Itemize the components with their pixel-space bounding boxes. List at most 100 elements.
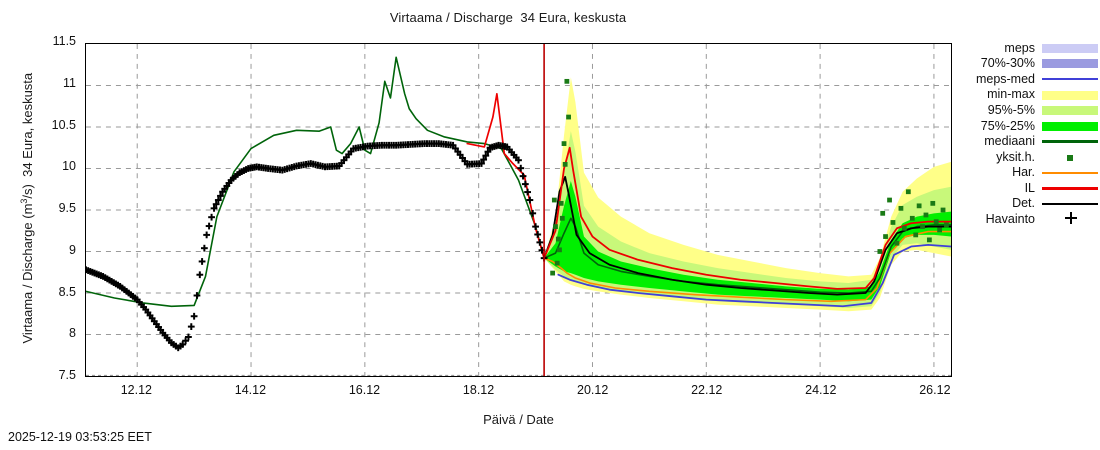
y-tick-label: 11.5: [52, 34, 76, 48]
ensemble-member-marker: [913, 232, 919, 238]
legend-marker: [1042, 43, 1098, 53]
ensemble-member-marker: [880, 210, 886, 216]
legend-item[interactable]: 95%-5%: [962, 102, 1098, 118]
x-tick-label: 16.12: [348, 383, 381, 397]
ensemble-member-marker: [937, 227, 943, 233]
legend-key-swatch-icon: [1042, 104, 1098, 116]
legend-marker: [1042, 106, 1098, 116]
ensemble-member-marker: [877, 249, 883, 254]
legend-key-line-icon: [1042, 73, 1098, 85]
legend-item[interactable]: 75%-25%: [962, 118, 1098, 134]
ensemble-member-marker: [890, 220, 896, 225]
ensemble-member-marker: [557, 247, 562, 253]
ensemble-member-marker: [909, 215, 915, 221]
plot-canvas: [86, 44, 951, 376]
y-tick-label: 10.5: [51, 117, 76, 132]
legend-item[interactable]: mediaani: [962, 134, 1098, 150]
legend-key-dot-icon: [1042, 151, 1098, 163]
legend: meps 70%-30% meps-med min-max 95%-5% 75%-25% m…: [962, 40, 1098, 227]
forecast-band: [544, 180, 951, 302]
observation-markers: [86, 140, 548, 352]
y-tick-label: 8: [69, 326, 76, 341]
series-line-mediaani: [86, 56, 545, 308]
legend-marker: [1042, 121, 1098, 131]
legend-marker: [1042, 187, 1098, 190]
legend-item[interactable]: Havainto: [962, 212, 1098, 228]
series-line-il-forecast-: [543, 146, 951, 290]
ensemble-member-marker: [883, 234, 888, 239]
legend-label: mediaani: [984, 134, 1035, 149]
forecast-band: [544, 131, 951, 308]
legend-marker: [1064, 211, 1078, 225]
legend-label: 70%-30%: [980, 56, 1035, 71]
legend-label: 95%-5%: [987, 102, 1035, 117]
legend-label: Det.: [1012, 196, 1035, 211]
legend-item[interactable]: 70%-30%: [962, 56, 1098, 72]
legend-marker: [1042, 202, 1098, 206]
legend-key-swatch-icon: [1042, 120, 1098, 132]
legend-label: Havainto: [985, 212, 1035, 227]
y-tick-label: 9.5: [58, 201, 76, 215]
legend-label: min-max: [987, 87, 1035, 102]
legend-key-line-icon: [1042, 182, 1098, 194]
legend-item[interactable]: min-max: [962, 87, 1098, 103]
ensemble-member-marker: [905, 189, 911, 195]
x-tick-label: 12.12: [120, 383, 152, 397]
legend-key-swatch-icon: [1042, 89, 1098, 101]
ensemble-member-marker: [894, 240, 900, 246]
ensemble-member-marker: [933, 219, 939, 225]
legend-marker: [1067, 154, 1073, 161]
x-tick-label: 14.12: [234, 383, 267, 397]
x-tick-label: 20.12: [577, 383, 609, 397]
legend-item[interactable]: yksit.h.: [962, 149, 1098, 165]
x-axis-label: Päivä / Date: [483, 412, 554, 427]
series-line-det-: [543, 175, 951, 296]
ensemble-member-marker: [553, 224, 558, 229]
ensemble-member-marker: [550, 270, 556, 276]
ensemble-member-marker: [916, 203, 922, 209]
ensemble-member-marker: [930, 200, 936, 206]
legend-item[interactable]: meps: [962, 40, 1098, 56]
ensemble-member-marker: [564, 78, 570, 84]
legend-item[interactable]: meps-med: [962, 71, 1098, 87]
ensemble-member-marker: [551, 197, 557, 203]
x-tick-label: 24.12: [805, 383, 837, 397]
y-tick-label: 10: [62, 159, 76, 174]
ensemble-member-marker: [944, 222, 949, 228]
plot-area[interactable]: [85, 43, 952, 377]
legend-item[interactable]: IL: [962, 180, 1098, 196]
ensemble-member-marker: [566, 114, 571, 120]
y-tick-label: 7.5: [58, 368, 76, 382]
legend-item[interactable]: Har.: [962, 165, 1098, 181]
legend-key-line-icon: [1042, 135, 1098, 147]
ensemble-member-marker: [559, 215, 565, 221]
ensemble-member-marker: [555, 236, 561, 242]
x-tick-label: 22.12: [691, 383, 723, 397]
legend-marker: [1042, 171, 1098, 174]
ensemble-member-marker: [926, 237, 932, 243]
ensemble-member-marker: [940, 207, 946, 213]
legend-marker: [1042, 140, 1098, 143]
y-tick-label: 9: [69, 242, 76, 257]
ensemble-member-marker: [920, 224, 925, 229]
legend-label: 75%-25%: [980, 118, 1035, 133]
ensemble-member-marker: [923, 212, 929, 218]
y-tick-label: 11: [63, 75, 76, 90]
legend-marker: [1042, 59, 1098, 69]
legend-marker: [1042, 77, 1098, 81]
legend-key-swatch-icon: [1042, 42, 1098, 54]
legend-label: yksit.h.: [996, 149, 1035, 164]
legend-key-line-icon: [1042, 167, 1098, 179]
ensemble-member-marker: [898, 205, 904, 211]
ensemble-member-marker: [887, 197, 892, 203]
series-line-meps-med: [557, 243, 951, 308]
timestamp: 2025-12-19 03:53:25 EET: [8, 430, 152, 444]
chart-title: Virtaama / Discharge 34 Eura, keskusta: [389, 10, 627, 25]
ensemble-member-marker: [562, 161, 568, 167]
legend-item[interactable]: Det.: [962, 196, 1098, 212]
legend-label: Har.: [1012, 165, 1035, 180]
x-tick-label: 18.12: [462, 383, 495, 397]
ensemble-member-marker: [561, 141, 567, 146]
